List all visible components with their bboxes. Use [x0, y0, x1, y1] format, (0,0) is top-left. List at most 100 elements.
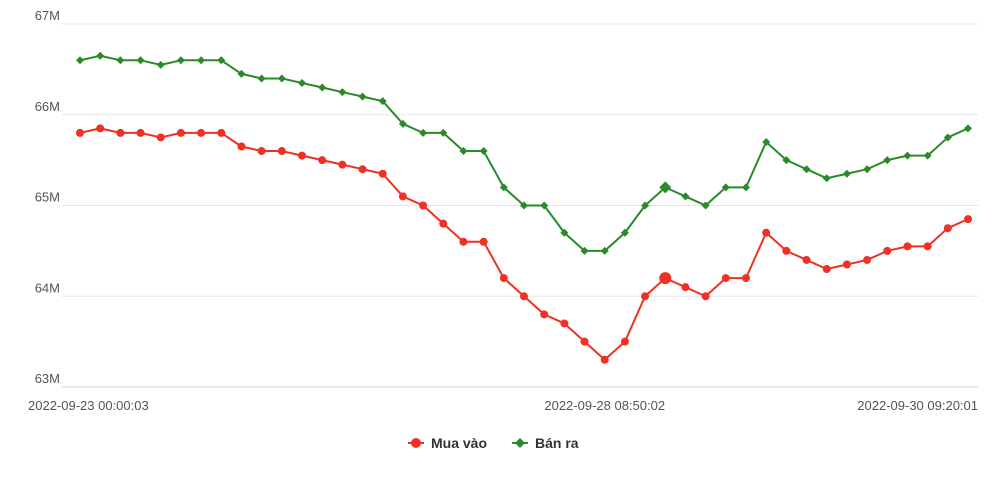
- data-point[interactable]: [620, 337, 629, 346]
- data-point[interactable]: [378, 169, 387, 178]
- data-point[interactable]: [277, 74, 286, 83]
- data-point[interactable]: [338, 160, 347, 169]
- data-point[interactable]: [419, 128, 428, 137]
- data-point[interactable]: [540, 201, 549, 210]
- data-point[interactable]: [520, 292, 528, 301]
- data-point[interactable]: [802, 255, 811, 264]
- data-point[interactable]: [863, 165, 872, 174]
- data-point[interactable]: [479, 147, 488, 156]
- data-point[interactable]: [600, 355, 609, 364]
- data-point[interactable]: [560, 319, 569, 328]
- legend-item-sell[interactable]: Bán ra: [512, 435, 579, 451]
- data-point[interactable]: [721, 183, 730, 192]
- data-point[interactable]: [398, 119, 407, 128]
- data-point[interactable]: [762, 137, 771, 146]
- data-point[interactable]: [681, 283, 690, 292]
- series-group: [76, 51, 972, 364]
- data-point[interactable]: [822, 174, 831, 183]
- data-point[interactable]: [439, 219, 448, 228]
- y-tick-label: 66M: [35, 99, 60, 114]
- data-point[interactable]: [742, 183, 750, 192]
- data-point[interactable]: [378, 97, 387, 106]
- data-point[interactable]: [903, 151, 912, 160]
- data-point[interactable]: [580, 246, 589, 255]
- data-point[interactable]: [76, 56, 84, 65]
- data-point[interactable]: [782, 156, 791, 165]
- data-point[interactable]: [742, 274, 750, 283]
- y-tick-label: 65M: [35, 190, 60, 205]
- data-point[interactable]: [701, 292, 710, 301]
- data-point[interactable]: [136, 128, 145, 137]
- data-point[interactable]: [842, 169, 851, 178]
- data-point[interactable]: [96, 124, 105, 133]
- data-point[interactable]: [883, 246, 892, 255]
- data-point[interactable]: [600, 246, 609, 255]
- legend-item-buy[interactable]: Mua vào: [408, 435, 487, 451]
- data-point[interactable]: [943, 133, 952, 142]
- data-point[interactable]: [298, 78, 306, 87]
- data-point[interactable]: [338, 88, 347, 97]
- data-point[interactable]: [237, 142, 246, 151]
- data-point[interactable]: [176, 128, 185, 137]
- data-point[interactable]: [782, 246, 791, 255]
- data-point[interactable]: [136, 56, 145, 65]
- data-point[interactable]: [822, 265, 831, 274]
- data-point[interactable]: [721, 274, 730, 283]
- data-point[interactable]: [96, 51, 105, 60]
- data-point[interactable]: [560, 228, 569, 237]
- data-point[interactable]: [298, 151, 306, 160]
- data-point[interactable]: [197, 128, 206, 137]
- data-point[interactable]: [762, 228, 771, 237]
- data-point[interactable]: [156, 60, 165, 69]
- data-point[interactable]: [398, 192, 407, 201]
- data-point[interactable]: [499, 274, 508, 283]
- data-point[interactable]: [681, 192, 690, 201]
- legend-label: Mua vào: [431, 435, 487, 451]
- data-point[interactable]: [116, 56, 125, 65]
- data-point[interactable]: [943, 224, 952, 233]
- data-point[interactable]: [499, 183, 508, 192]
- data-point[interactable]: [842, 260, 851, 269]
- data-point[interactable]: [641, 292, 650, 301]
- data-point[interactable]: [459, 147, 468, 156]
- data-point[interactable]: [580, 337, 589, 346]
- data-point[interactable]: [318, 156, 327, 165]
- data-point[interactable]: [358, 92, 367, 101]
- data-point[interactable]: [923, 151, 932, 160]
- highlighted-point[interactable]: [659, 181, 672, 194]
- data-point[interactable]: [318, 83, 327, 92]
- data-point[interactable]: [217, 128, 226, 137]
- series-line: [79, 54, 969, 252]
- legend[interactable]: Mua vào Bán ra: [408, 435, 579, 451]
- data-point[interactable]: [620, 228, 629, 237]
- data-point[interactable]: [964, 124, 972, 133]
- data-point[interactable]: [156, 133, 165, 142]
- data-point[interactable]: [520, 201, 528, 210]
- series-buy: [76, 124, 972, 364]
- data-point[interactable]: [439, 128, 448, 137]
- data-point[interactable]: [923, 242, 932, 251]
- data-point[interactable]: [459, 237, 468, 246]
- data-point[interactable]: [540, 310, 549, 319]
- data-point[interactable]: [964, 215, 972, 224]
- data-point[interactable]: [257, 147, 266, 156]
- data-point[interactable]: [419, 201, 428, 210]
- data-point[interactable]: [641, 201, 650, 210]
- data-point[interactable]: [217, 56, 226, 65]
- data-point[interactable]: [277, 147, 286, 156]
- data-point[interactable]: [358, 165, 367, 174]
- data-point[interactable]: [883, 156, 892, 165]
- data-point[interactable]: [701, 201, 710, 210]
- data-point[interactable]: [903, 242, 912, 251]
- data-point[interactable]: [197, 56, 206, 65]
- data-point[interactable]: [76, 128, 84, 137]
- highlighted-point[interactable]: [659, 272, 672, 285]
- data-point[interactable]: [237, 69, 246, 78]
- data-point[interactable]: [479, 237, 488, 246]
- data-point[interactable]: [176, 56, 185, 65]
- data-point[interactable]: [116, 128, 125, 137]
- data-point[interactable]: [802, 165, 811, 174]
- data-point[interactable]: [863, 255, 872, 264]
- data-point[interactable]: [257, 74, 266, 83]
